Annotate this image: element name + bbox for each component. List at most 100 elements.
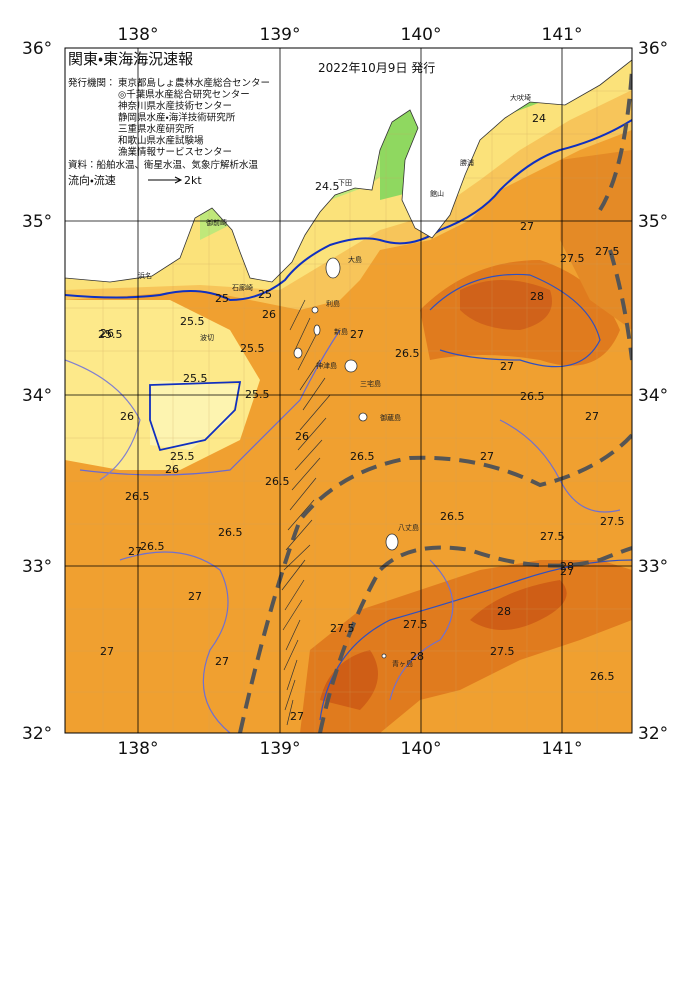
contour-label: 26 [165,463,179,476]
contour-label: 26.5 [265,475,290,488]
contour-label: 28 [530,290,544,303]
kuroshio-axis [238,69,632,733]
contour-label: 27.5 [403,618,428,631]
contour-label: 25.5 [98,328,123,341]
contour-label: 27 [500,360,514,373]
graticule [65,48,632,733]
contour-label: 25.5 [183,372,208,385]
lat-label-left: 34° [22,386,52,406]
contour-label: 26.5 [218,526,243,539]
contour-label: 26.5 [440,510,465,523]
place-name: 波切 [200,333,214,342]
lat-label-left: 35° [22,212,52,232]
institution: 静岡県水産・海洋技術研究所 [118,112,236,124]
place-name: 三宅島 [360,379,381,388]
contour-label: 25 [215,292,229,305]
institution: 東京都島しょ農林水産総合センター [118,77,270,89]
contour-label: 24.5 [315,180,340,193]
place-name: 下田 [338,179,352,187]
place-name: 勝浦 [460,158,474,167]
contour-label: 27.5 [595,245,620,258]
credits-label: 発行機関： [68,77,116,89]
lat-label-right: 33° [638,557,668,577]
lat-label-right: 36° [638,39,668,59]
lat-label-left: 32° [22,724,52,744]
place-name: 利島 [326,299,340,308]
contour-label: 26 [295,430,309,443]
contour-label: 25.5 [240,342,265,355]
contour-label: 26 [100,327,114,340]
lat-label-left: 36° [22,39,52,59]
place-name: 浜名 [138,271,152,280]
data-source: 資料：船舶水温、衛星水温、気象庁解析水温 [68,159,259,171]
contour-label: 26.5 [350,450,375,463]
contour-label: 24 [532,112,546,125]
map-title: 関東・東海海況速報 [68,50,193,68]
contour-label: 25.5 [245,388,270,401]
institution: 漁業情報サービスセンター [118,146,232,158]
contour-label: 26.5 [140,540,165,553]
lon-label-bottom: 140° [401,739,442,759]
lat-label-left: 33° [22,557,52,577]
contour-label: 27 [215,655,229,668]
contour-label: 26.5 [520,390,545,403]
place-name: 八丈島 [398,523,419,532]
lon-label-bottom: 138° [118,739,159,759]
contour-label: 27 [350,328,364,341]
contour-label: 28 [497,605,511,618]
contour-label: 26 [262,308,276,321]
contour-label: 27 [188,590,202,603]
contour-label: 27 [128,545,142,558]
contour-label: 26.5 [395,347,420,360]
map-frame [64,47,633,734]
lat-label-right: 35° [638,212,668,232]
lon-label-top: 139° [260,25,301,45]
land [65,48,632,283]
place-name: 大吠埼 [510,93,531,102]
institutions: 東京都島しょ農林水産総合センター◎千葉県水産総合研究センター神奈川県水産技術セン… [118,77,270,158]
institution: 神奈川県水産技術センター [118,100,232,112]
contour-label: 27.5 [490,645,515,658]
contour-label: 28 [560,560,574,573]
isotherms [65,119,632,733]
place-name: 御前崎 [206,218,227,227]
contour-label: 27 [520,220,534,233]
contour-label: 25.5 [180,315,205,328]
institution: ◎千葉県水産総合研究センター [118,89,250,101]
place-name: 新島 [334,327,348,336]
contour-labels: 2424.52525.52626.52725.525.525.525.525.5… [98,112,625,723]
lon-label-top: 141° [542,25,583,45]
islands [293,257,399,659]
lon-label-top: 138° [118,25,159,45]
contour-label: 27 [290,710,304,723]
place-name: 御蔵島 [380,413,401,422]
sea-temperature-field [65,48,632,733]
lat-label-right: 32° [638,724,668,744]
lon-label-bottom: 139° [260,739,301,759]
contour-label: 25.5 [170,450,195,463]
contour-label: 27 [560,565,574,578]
contour-label: 27.5 [600,515,625,528]
contour-label: 26.5 [590,670,615,683]
contour-label: 27.5 [540,530,565,543]
place-name: 青ヶ島 [392,659,413,668]
institution: 三重県水産研究所 [118,123,195,135]
contour-label: 26.5 [125,490,150,503]
contour-label: 25 [258,288,272,301]
contour-label: 26 [120,410,134,423]
legend-label: 流向・流速 [68,173,116,187]
contour-label: 27.5 [330,622,355,635]
legend-arrow-head [174,176,183,184]
contour-label: 28 [410,650,424,663]
place-name: 大島 [348,255,362,264]
contour-label: 27 [585,410,599,423]
place-name: 神津島 [316,361,337,370]
lon-label-top: 140° [401,25,442,45]
lon-label-bottom: 141° [542,739,583,759]
place-name: 館山 [430,189,444,198]
contour-label: 27 [100,645,114,658]
legend-speed: 2kt [184,174,202,187]
